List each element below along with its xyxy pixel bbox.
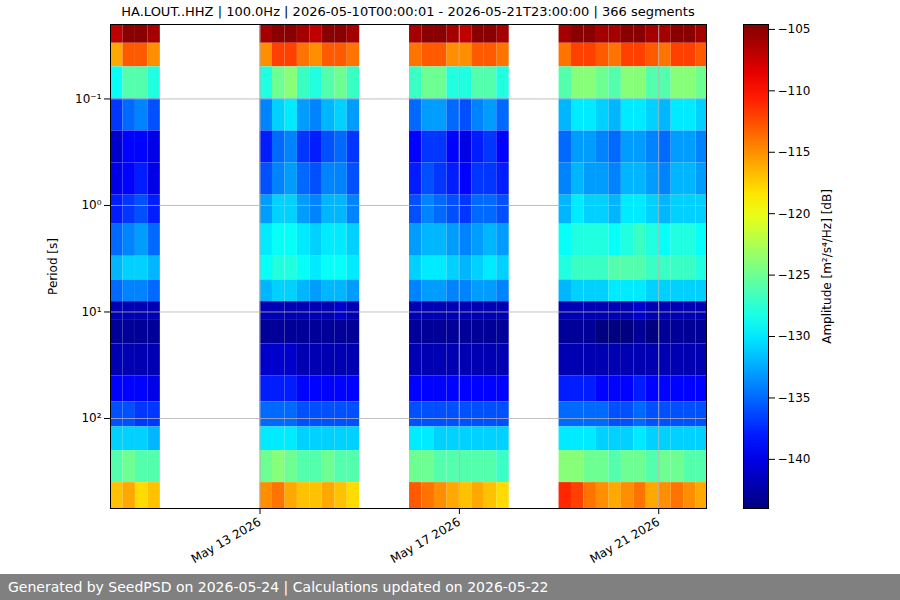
svg-text:−105: −105 <box>778 22 811 36</box>
svg-text:10⁻¹: 10⁻¹ <box>75 92 102 106</box>
html-text:HA.LOUT..HHZ | 100.0Hz | 2026-: HA.LOUT..HHZ | 100.0Hz | 2026-05-10T00:0… <box>121 4 695 19</box>
svg-text:−120: −120 <box>778 207 811 221</box>
svg-text:−110: −110 <box>778 84 811 98</box>
svg-text:−125: −125 <box>778 268 811 282</box>
svg-text:Amplitude [m²/s⁴/Hz] [dB]: Amplitude [m²/s⁴/Hz] [dB] <box>820 189 834 344</box>
svg-text:−135: −135 <box>778 391 811 405</box>
svg-text:10¹: 10¹ <box>81 305 101 319</box>
html-text:Generated by SeedPSD on 2026-0: Generated by SeedPSD on 2026-05-24 | Cal… <box>8 579 549 595</box>
svg-text:−115: −115 <box>778 145 811 159</box>
svg-text:−140: −140 <box>778 452 811 466</box>
svg-text:May 17 2026: May 17 2026 <box>388 515 463 566</box>
svg-text:10²: 10² <box>81 411 101 425</box>
svg-text:May 21 2026: May 21 2026 <box>587 515 662 566</box>
svg-text:−130: −130 <box>778 329 811 343</box>
svg-text:10⁰: 10⁰ <box>81 198 101 212</box>
svg-text:Period [s]: Period [s] <box>46 238 60 295</box>
svg-text:May 13 2026: May 13 2026 <box>189 515 264 566</box>
